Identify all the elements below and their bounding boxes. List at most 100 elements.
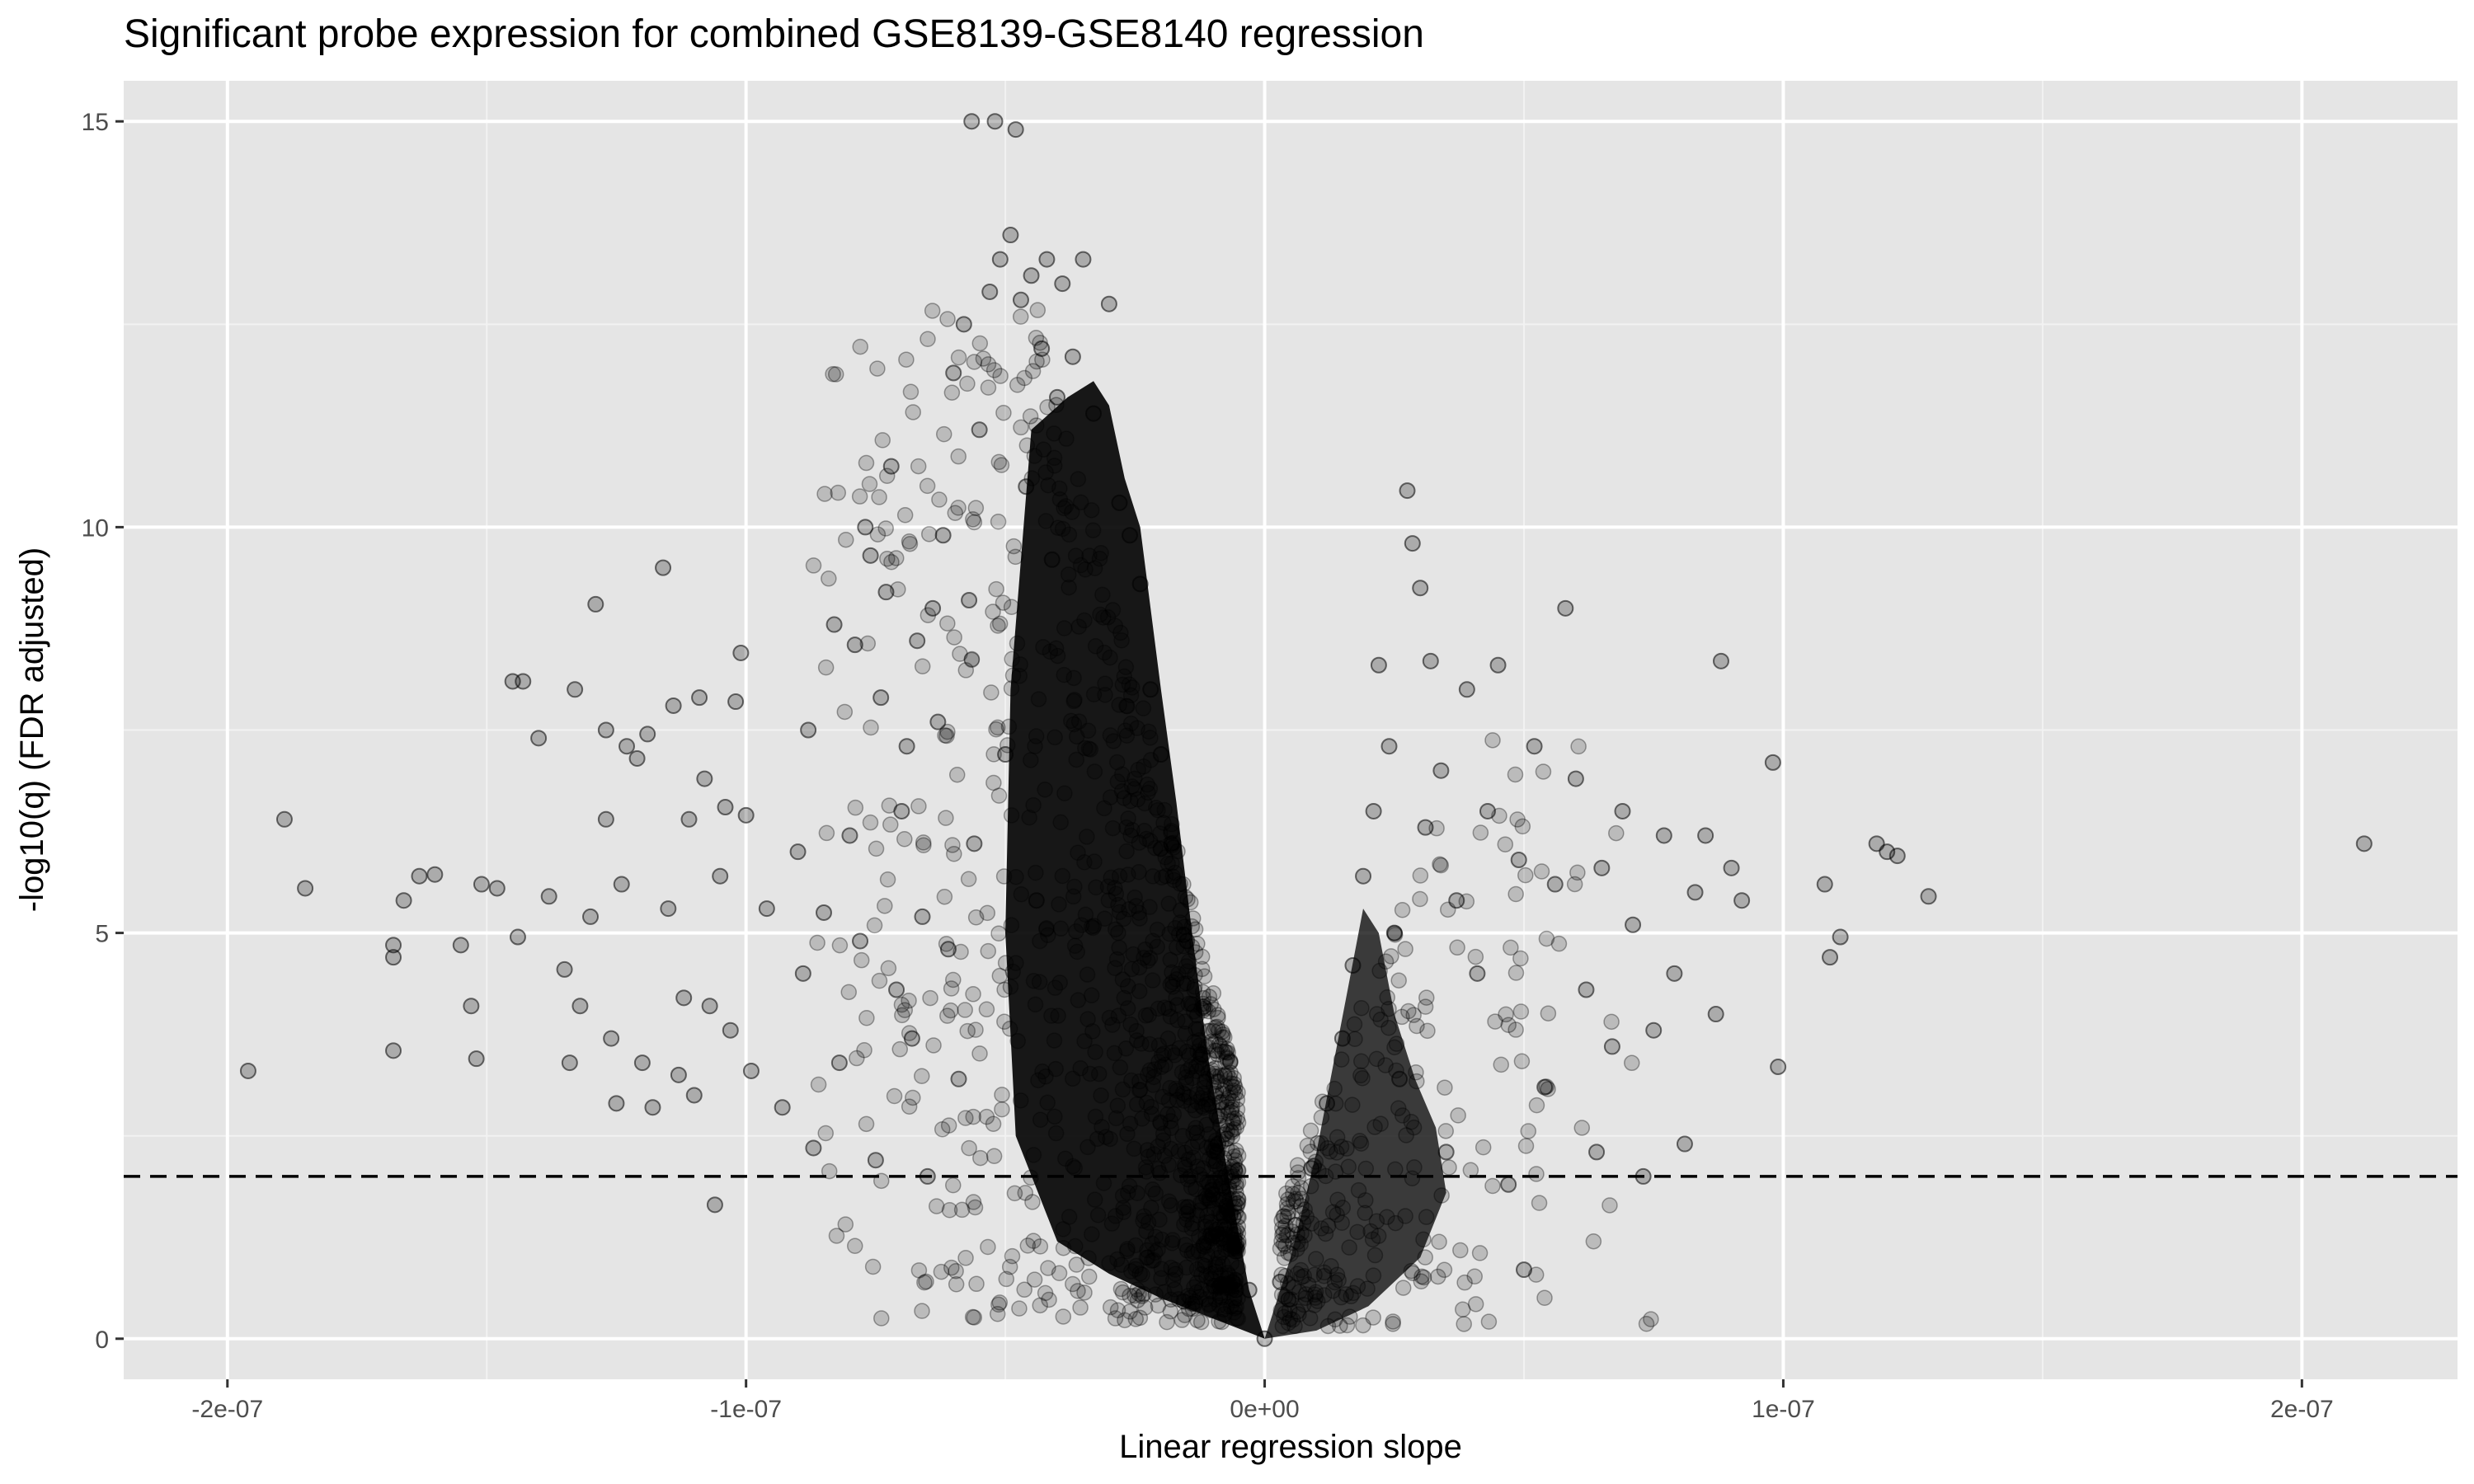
data-point-cloud [910, 798, 927, 815]
data-point [426, 866, 444, 883]
data-point-cloud [1169, 1012, 1186, 1029]
data-point-cloud [1054, 867, 1071, 885]
data-point-cloud [1130, 761, 1146, 778]
data-point-cloud [1070, 992, 1087, 1008]
data-point [556, 960, 573, 978]
data-point-cloud [1120, 810, 1136, 827]
data-point-cloud [1037, 921, 1055, 937]
data-point-cloud [1057, 498, 1075, 514]
data-point-cloud [1314, 1093, 1331, 1110]
data-point-cloud [1108, 1110, 1125, 1127]
data-point-cloud [920, 607, 937, 623]
data-point-cloud [1210, 1256, 1226, 1273]
data-point-cloud [1197, 1214, 1215, 1231]
data-point-cloud [1009, 377, 1026, 393]
x-tick-label: -1e-07 [710, 1396, 782, 1423]
data-point [893, 802, 910, 819]
data-point-cloud [1538, 1078, 1554, 1095]
data-point-cloud [1008, 868, 1024, 885]
data-point-cloud [1054, 520, 1071, 538]
data-point-cloud [1400, 1003, 1417, 1020]
data-point-cloud [1032, 1111, 1049, 1128]
data-point-cloud [1192, 1037, 1208, 1054]
y-tick-label: 0 [95, 1327, 109, 1354]
data-point-cloud [1409, 1073, 1425, 1090]
data-point-cloud [1112, 624, 1129, 641]
data-point-cloud [1291, 1284, 1308, 1300]
data-point-cloud [1417, 998, 1434, 1015]
data-point [1603, 1038, 1620, 1055]
data-point-cloud [1185, 1125, 1202, 1142]
data-point-cloud [1129, 1281, 1145, 1298]
data-point-cloud [1032, 335, 1048, 351]
data-point-cloud [1096, 910, 1113, 928]
data-point-cloud [1162, 1113, 1179, 1129]
data-point [691, 689, 708, 707]
data-point-cloud [1129, 1185, 1145, 1201]
data-point-cloud [1188, 1275, 1206, 1291]
data-point-cloud [1174, 1312, 1191, 1328]
data-point-cloud [1122, 687, 1140, 704]
data-point-cloud [1211, 1277, 1229, 1294]
data-point [239, 1062, 256, 1079]
data-point-cloud [1187, 1296, 1203, 1313]
data-point-cloud [1051, 896, 1067, 913]
data-point-cloud [1211, 1284, 1229, 1302]
data-point-cloud [1277, 1237, 1294, 1255]
data-point-cloud [1176, 1294, 1192, 1310]
data-point-cloud [1056, 620, 1073, 636]
data-point-cloud [1202, 1226, 1220, 1242]
data-point-cloud [1211, 1117, 1229, 1134]
data-point-cloud [1229, 1195, 1246, 1212]
data-point-cloud [978, 1001, 995, 1018]
data-point-cloud [1379, 1209, 1395, 1225]
data-point-cloud [1103, 869, 1120, 886]
grid-minor [124, 81, 2458, 1379]
data-point-cloud [1202, 1214, 1220, 1230]
data-point-cloud [1019, 1237, 1037, 1254]
data-point-cloud [1310, 1162, 1327, 1180]
data-point-cloud [1429, 1268, 1446, 1285]
data-point-cloud [1113, 1256, 1130, 1273]
data-point-cloud [1070, 713, 1088, 730]
data-point [1370, 656, 1387, 674]
data-point-cloud [1183, 1245, 1200, 1262]
data-point-cloud [1209, 1144, 1225, 1162]
data-point-cloud [1070, 844, 1086, 862]
data-point-cloud [1124, 822, 1141, 838]
data-point-cloud [985, 362, 1003, 378]
data-point-cloud [1191, 1228, 1207, 1245]
data-point-cloud [1208, 1042, 1225, 1059]
data-point-cloud [1147, 800, 1164, 816]
data-point-cloud [1108, 951, 1126, 968]
data-point-cloud [1202, 996, 1220, 1012]
data-point-cloud [1132, 1082, 1149, 1098]
data-point-cloud [947, 505, 964, 521]
data-point-cloud [1113, 783, 1131, 800]
data-point-cloud [939, 723, 956, 740]
data-point-cloud [1003, 599, 1020, 616]
data-point-cloud [1292, 1236, 1310, 1252]
data-point [909, 632, 926, 650]
data-point-cloud [1037, 1284, 1054, 1302]
data-point-cloud [952, 943, 969, 960]
data-point-cloud [1025, 973, 1042, 989]
data-point-cloud [1230, 1084, 1246, 1101]
data-point [1458, 681, 1475, 698]
data-point [1417, 819, 1434, 836]
data-point-cloud [1108, 754, 1126, 771]
data-point-cloud [1138, 1094, 1155, 1111]
data-point-cloud [1218, 1219, 1235, 1237]
data-point-cloud [1087, 638, 1104, 655]
data-point-cloud [1152, 1115, 1169, 1132]
data-point-cloud [1079, 966, 1096, 983]
data-point-cloud [1178, 1259, 1195, 1276]
data-point-cloud [1037, 513, 1055, 529]
data-point [1557, 599, 1574, 617]
data-point-cloud [1107, 1310, 1124, 1327]
data-point-cloud [896, 506, 914, 524]
data-point [945, 364, 962, 382]
data-point-cloud [1368, 1213, 1385, 1230]
data-point-cloud [1111, 867, 1128, 885]
data-point-cloud [1284, 1312, 1301, 1328]
